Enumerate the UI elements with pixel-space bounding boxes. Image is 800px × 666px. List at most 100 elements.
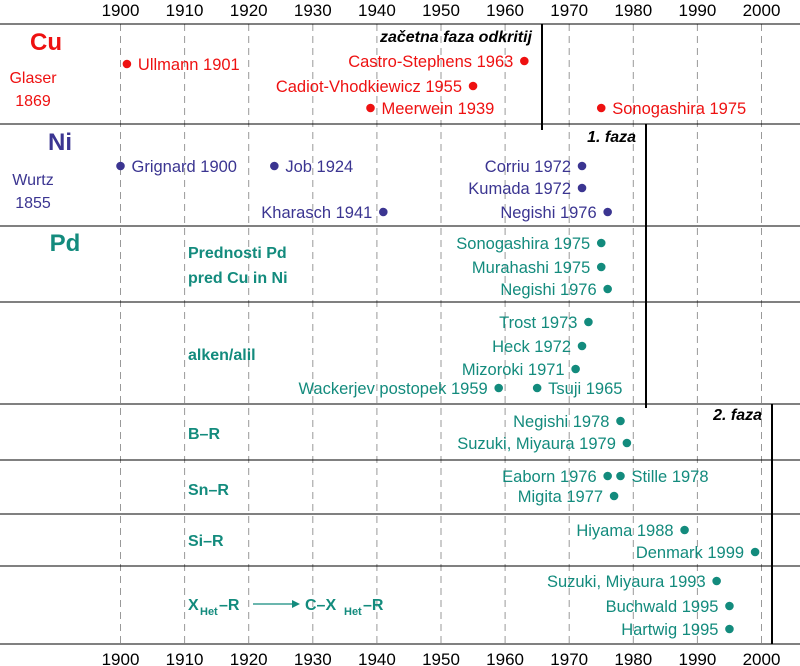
data-label: Buchwald 1995 [606,598,719,616]
data-marker [603,207,612,217]
data-label: Migita 1977 [518,488,603,506]
xhet-het: Het [344,606,362,618]
data-marker [616,416,625,426]
data-marker [750,547,760,557]
phase-caption-0: začetna faza odkritij [379,29,533,46]
point-pd-12: Migita 1977 [518,488,619,506]
top-tick-1950: 1950 [422,1,460,20]
point-ni-0: Grignard 1900 [116,158,237,176]
data-label: Murahashi 1975 [472,259,590,277]
data-marker [116,161,125,171]
category-note-4: Sn–R [188,482,229,499]
data-label: Kharasch 1941 [261,204,372,222]
data-marker [609,491,619,501]
data-label: Eaborn 1976 [502,468,597,486]
category-note-0: Prednosti Pd [188,245,287,262]
xhet-c: C–X [305,597,336,614]
top-tick-1920: 1920 [230,1,268,20]
point-cu-4: Sonogashira 1975 [596,100,746,118]
top-tick-1930: 1930 [294,1,332,20]
heteroatom-reaction: X Het –R C–X Het –R [188,597,384,618]
data-marker [603,284,612,294]
phase-caption-1: 1. faza [587,129,636,146]
point-ni-1: Job 1924 [270,158,353,176]
point-pd-3: Trost 1973 [499,314,593,332]
point-cu-0: Ullmann 1901 [122,56,240,74]
data-points: Ullmann 1901 Castro-Stephens 1963 Cadiot-V… [116,53,760,639]
point-ni-2: Corriu 1972 [485,158,587,176]
data-marker [584,317,593,327]
xhet-r2: –R [363,597,384,614]
top-tick-1910: 1910 [166,1,204,20]
bottom-tick-1970: 1970 [550,650,588,666]
point-ni-5: Negishi 1976 [500,204,612,222]
data-label: Corriu 1972 [485,158,571,176]
point-pd-5: Mizoroki 1971 [462,361,580,379]
data-marker [596,238,606,248]
category-note-2: alken/alil [188,347,256,364]
data-marker [468,81,478,91]
data-label: Meerwein 1939 [381,100,494,118]
row-labels: Cu Glaser 1869 Ni Wurtz 1855 Pd Prednosti Pd pre… [9,29,383,618]
bottom-tick-1900: 1900 [102,650,140,666]
data-label: Mizoroki 1971 [462,361,565,379]
data-marker [571,364,580,374]
point-pd-9: Suzuki, Miyaura 1979 [457,435,632,453]
top-tick-2000: 2000 [743,1,781,20]
point-cu-1: Castro-Stephens 1963 [348,53,529,71]
data-marker [596,262,606,272]
top-tick-1960: 1960 [486,1,524,20]
data-marker [577,161,587,171]
point-pd-8: Negishi 1978 [513,413,625,431]
category-note-1: pred Cu in Ni [188,270,288,287]
data-marker [616,471,625,481]
data-label: Tsuji 1965 [548,380,622,398]
bottom-tick-1930: 1930 [294,650,332,666]
data-label: Trost 1973 [499,314,577,332]
point-pd-7: Tsuji 1965 [532,380,622,398]
data-label: Kumada 1972 [468,180,571,198]
year-axis: 1900 1900 1910 1910 1920 1920 1930 1930 1940 1940… [102,1,781,666]
point-pd-0: Sonogashira 1975 [456,235,606,253]
point-pd-4: Heck 1972 [492,338,587,356]
point-pd-15: Suzuki, Miyaura 1993 [547,573,721,591]
data-marker [622,438,632,448]
top-tick-1900: 1900 [102,1,140,20]
data-marker [122,59,132,69]
point-pd-13: Hiyama 1988 [576,522,689,540]
top-tick-1940: 1940 [358,1,396,20]
point-ni-4: Kharasch 1941 [261,204,388,222]
data-label: Stille 1978 [631,468,708,486]
point-pd-2: Negishi 1976 [500,281,612,299]
row-label-ni-2: 1855 [15,195,51,212]
data-marker [270,161,279,171]
bottom-tick-1950: 1950 [422,650,460,666]
data-marker [366,103,375,113]
row-separators [0,23,800,645]
data-label: Hiyama 1988 [576,522,673,540]
data-marker [520,56,529,66]
point-pd-16: Buchwald 1995 [606,598,734,616]
phase-lines: začetna faza odkritij 1. faza 2. faza [379,24,773,644]
bottom-tick-1920: 1920 [230,650,268,666]
data-marker [577,183,587,193]
bottom-tick-1980: 1980 [614,650,652,666]
point-cu-2: Cadiot-Vhodkiewicz 1955 [276,78,478,96]
data-marker [603,471,612,481]
xhet-het: Het [200,606,218,618]
data-marker [532,383,542,393]
row-label-cu-1: Glaser [9,70,57,87]
row-label-pd-0: Pd [50,230,81,257]
point-cu-3: Meerwein 1939 [366,100,494,118]
data-label: Job 1924 [285,158,353,176]
category-note-5: Si–R [188,533,224,550]
row-label-ni-1: Wurtz [12,172,53,189]
bottom-tick-1940: 1940 [358,650,396,666]
data-marker [379,207,388,217]
data-marker [712,576,721,586]
data-marker [725,624,734,634]
point-pd-6: Wackerjev postopek 1959 [298,380,503,398]
bottom-tick-2000: 2000 [743,650,781,666]
data-label: Ullmann 1901 [138,56,240,74]
